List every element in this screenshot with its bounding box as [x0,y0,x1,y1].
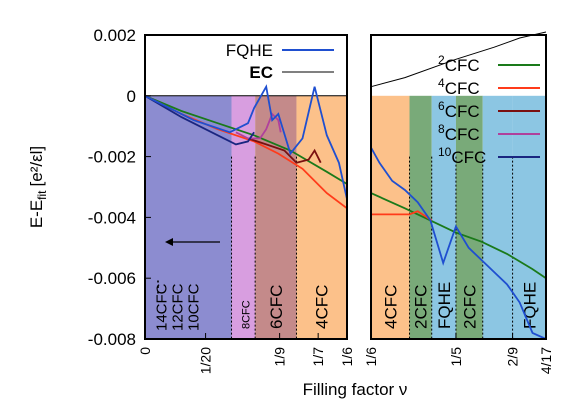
left-series-2CFC [144,94,348,185]
ellipsis-text: ⋮ [150,279,166,296]
legend-right-label: 4CFC [438,76,480,98]
right-panel-regions: 4CFC 2CFC FQHE 2CFC FQHE [371,95,546,339]
left-x-tick-label: 1/6 [339,347,355,367]
right-x-tick-label: 1/5 [448,347,464,367]
legend-left-label: EC [249,63,273,82]
right-x-tick-label: 1/6 [363,347,379,367]
y-axis-label-main: E-E [27,200,46,228]
right-region-label: 2CFC [412,285,431,329]
right-region-label: FQHE [520,282,539,329]
left-series-FQHE [144,84,348,200]
right-x-axis-ticks: 1/6 1/5 2/9 4/17 [363,333,554,374]
left-region-label: 8CFC [240,300,252,329]
left-series-10CFC [144,95,255,146]
y-tick-label: 0.002 [93,26,136,45]
right-series-4CFC [371,210,433,222]
left-region-label: 10CFC [185,283,202,331]
left-region-1 [231,95,256,339]
right-region-4 [482,95,513,339]
right-x-tick-label: 4/17 [538,347,554,374]
x-axis-label: Filling factor ν [303,380,408,399]
y-tick-label: -0.008 [88,330,136,349]
left-panel-regions: 14CFC 12CFC 10CFC 8CFC 6CFC 4CFC [145,95,347,339]
y-tick-label: -0.002 [88,148,136,167]
y-tick-label: -0.006 [88,269,136,288]
right-region-0 [371,95,410,339]
right-region-label: FQHE [435,282,454,329]
y-axis-label: E-Efit [e²/εl] [27,146,49,228]
left-region-label: 6CFC [267,285,286,329]
left-x-tick-label: 1/9 [272,347,288,367]
arrow-head [165,238,173,246]
y-axis-label-sub: fit [35,190,49,200]
legend-right-label: 10CFC [438,145,486,167]
left-series-6CFC [247,137,322,164]
right-series-2CFC [370,192,547,279]
right-region-3 [455,95,483,339]
right-region-2 [431,95,456,339]
legend-right-label: 2CFC [438,53,480,75]
right-panel-frame [370,34,547,340]
left-series-8CFC [235,112,282,140]
left-region-label: 4CFC [313,285,332,329]
right-series-EC [370,31,547,88]
right-x-tick-label: 2/9 [505,347,521,367]
left-region-0 [145,95,232,339]
y-axis-label-unit: [e²/εl] [27,146,46,187]
right-region-1 [409,95,432,339]
left-x-tick-label: 0 [137,347,153,355]
right-region-label: 4CFC [381,285,400,329]
right-region-5 [512,95,546,339]
left-region-label: 12CFC [169,283,186,331]
left-x-axis-ticks: 0 1/20 1/9 1/7 1/6 [137,333,355,374]
left-x-tick-label: 1/20 [198,347,214,374]
right-panel-curves [370,31,547,340]
left-panel-curves [144,84,348,210]
y-tick-label: 0 [127,87,136,106]
right-series-FQHE [370,147,547,340]
annotations: ⋮ [150,238,220,296]
legend-right-label: 6CFC [438,99,480,121]
y-axis-ticks: 0.002 0 -0.002 -0.004 -0.006 -0.008 [88,26,151,349]
left-region-label: 14CFC [153,283,170,331]
left-panel-frame [144,34,348,340]
left-x-tick-label: 1/7 [310,347,326,367]
legend-left-label: FQHE [226,41,273,60]
legend-right-label: 8CFC [438,122,480,144]
right-region-label: 2CFC [460,285,479,329]
y-tick-label: -0.004 [88,208,136,227]
svg-text:E-Efit[e²/εl]: E-Efit [e²/εl] [27,146,49,228]
left-region-3 [296,95,347,339]
